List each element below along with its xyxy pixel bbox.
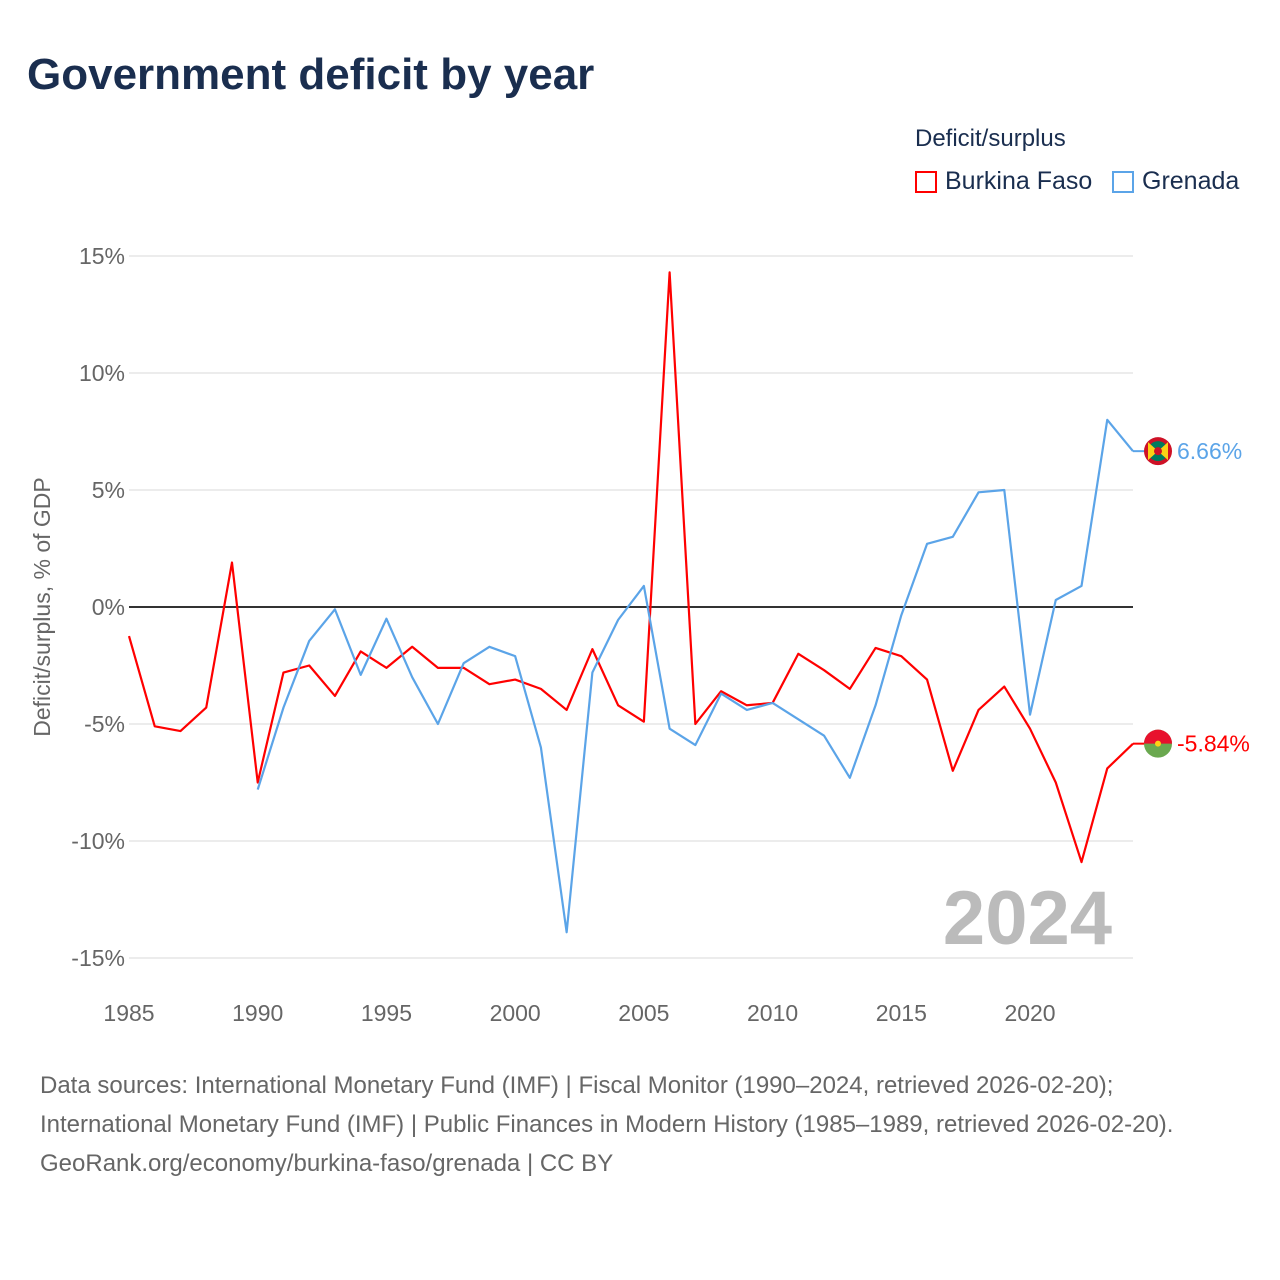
y-tick-label: -10% bbox=[71, 828, 125, 854]
series-line-burkina-faso bbox=[127, 271, 1134, 864]
flag-star bbox=[1155, 740, 1161, 747]
legend-swatch bbox=[915, 170, 937, 193]
legend-swatch bbox=[1112, 170, 1134, 193]
y-tick-label: 5% bbox=[92, 477, 125, 503]
x-tick-label: 1985 bbox=[103, 1000, 154, 1026]
year-watermark: 2024 bbox=[943, 876, 1112, 961]
y-tick-label: -5% bbox=[84, 711, 125, 737]
legend-label: Burkina Faso bbox=[945, 167, 1093, 195]
y-tick-label: -15% bbox=[71, 945, 125, 971]
legend-label: Grenada bbox=[1142, 167, 1240, 195]
chart-title: Government deficit by year bbox=[27, 50, 595, 99]
x-tick-label: 2000 bbox=[490, 1000, 541, 1026]
y-axis-label: Deficit/surplus, % of GDP bbox=[29, 477, 55, 736]
y-tick-label: 15% bbox=[79, 243, 125, 269]
flag-center bbox=[1154, 447, 1162, 456]
series-line-grenada bbox=[256, 418, 1134, 934]
x-tick-label: 1990 bbox=[232, 1000, 283, 1026]
legend-item-grenada[interactable]: Grenada bbox=[1112, 167, 1239, 196]
x-tick-label: 2005 bbox=[618, 1000, 669, 1026]
x-tick-label: 2020 bbox=[1004, 1000, 1055, 1026]
legend-item-burkina-faso[interactable]: Burkina Faso bbox=[915, 167, 1092, 196]
y-tick-label: 10% bbox=[79, 360, 125, 386]
footer: Data sources: International Monetary Fun… bbox=[40, 1066, 1240, 1183]
data-sources: Data sources: International Monetary Fun… bbox=[40, 1072, 1174, 1138]
y-tick-label: 0% bbox=[92, 594, 125, 620]
x-tick-label: 2015 bbox=[876, 1000, 927, 1026]
flag-top bbox=[1144, 729, 1172, 744]
end-value-label: -5.84% bbox=[1177, 731, 1250, 757]
end-value-label: 6.66% bbox=[1177, 438, 1242, 464]
x-tick-label: 2010 bbox=[747, 1000, 798, 1026]
x-tick-label: 1995 bbox=[361, 1000, 412, 1026]
legend-title: Deficit/surplus bbox=[915, 125, 1066, 152]
source-link[interactable]: GeoRank.org/economy/burkina-faso/grenada… bbox=[40, 1150, 614, 1177]
